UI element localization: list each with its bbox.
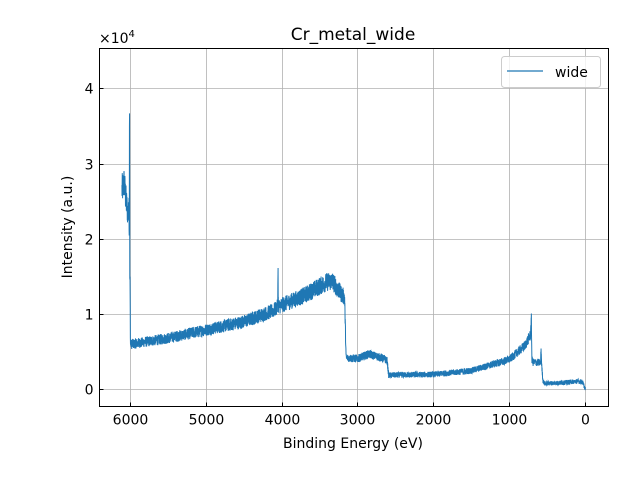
x-tick-label: 0 [581,413,590,429]
x-tick-label: 1000 [492,413,528,429]
y-tick-label: 1 [85,308,94,324]
chart-title: Cr_metal_wide [291,25,416,45]
y-axis-label: Intensity (a.u.) [60,176,76,279]
x-tick-label: 3000 [340,413,376,429]
y-multiplier-base: ×10 [99,31,129,47]
x-tick-label: 6000 [113,413,149,429]
x-tick-label: 5000 [189,413,225,429]
series-line-wide [121,113,586,391]
axes-frame [99,48,609,407]
y-tick-label: 2 [85,233,94,249]
x-tick-label: 4000 [265,413,301,429]
y-multiplier-exponent: 4 [129,29,135,40]
legend-label: wide [555,65,588,81]
grid [99,48,609,407]
y-tick-label: 0 [85,383,94,399]
y-tick-label: 3 [85,158,94,174]
plot-area [121,113,586,391]
x-tick-label: 2000 [416,413,452,429]
ticks: 6000 5000 4000 3000 2000 1000 0 0 1 2 3 4 [85,82,590,429]
legend: wide [501,56,601,88]
y-tick-label: 4 [85,82,94,98]
x-axis-label: Binding Energy (eV) [283,436,423,452]
y-multiplier: ×104 [99,29,135,47]
legend-box [501,56,601,88]
